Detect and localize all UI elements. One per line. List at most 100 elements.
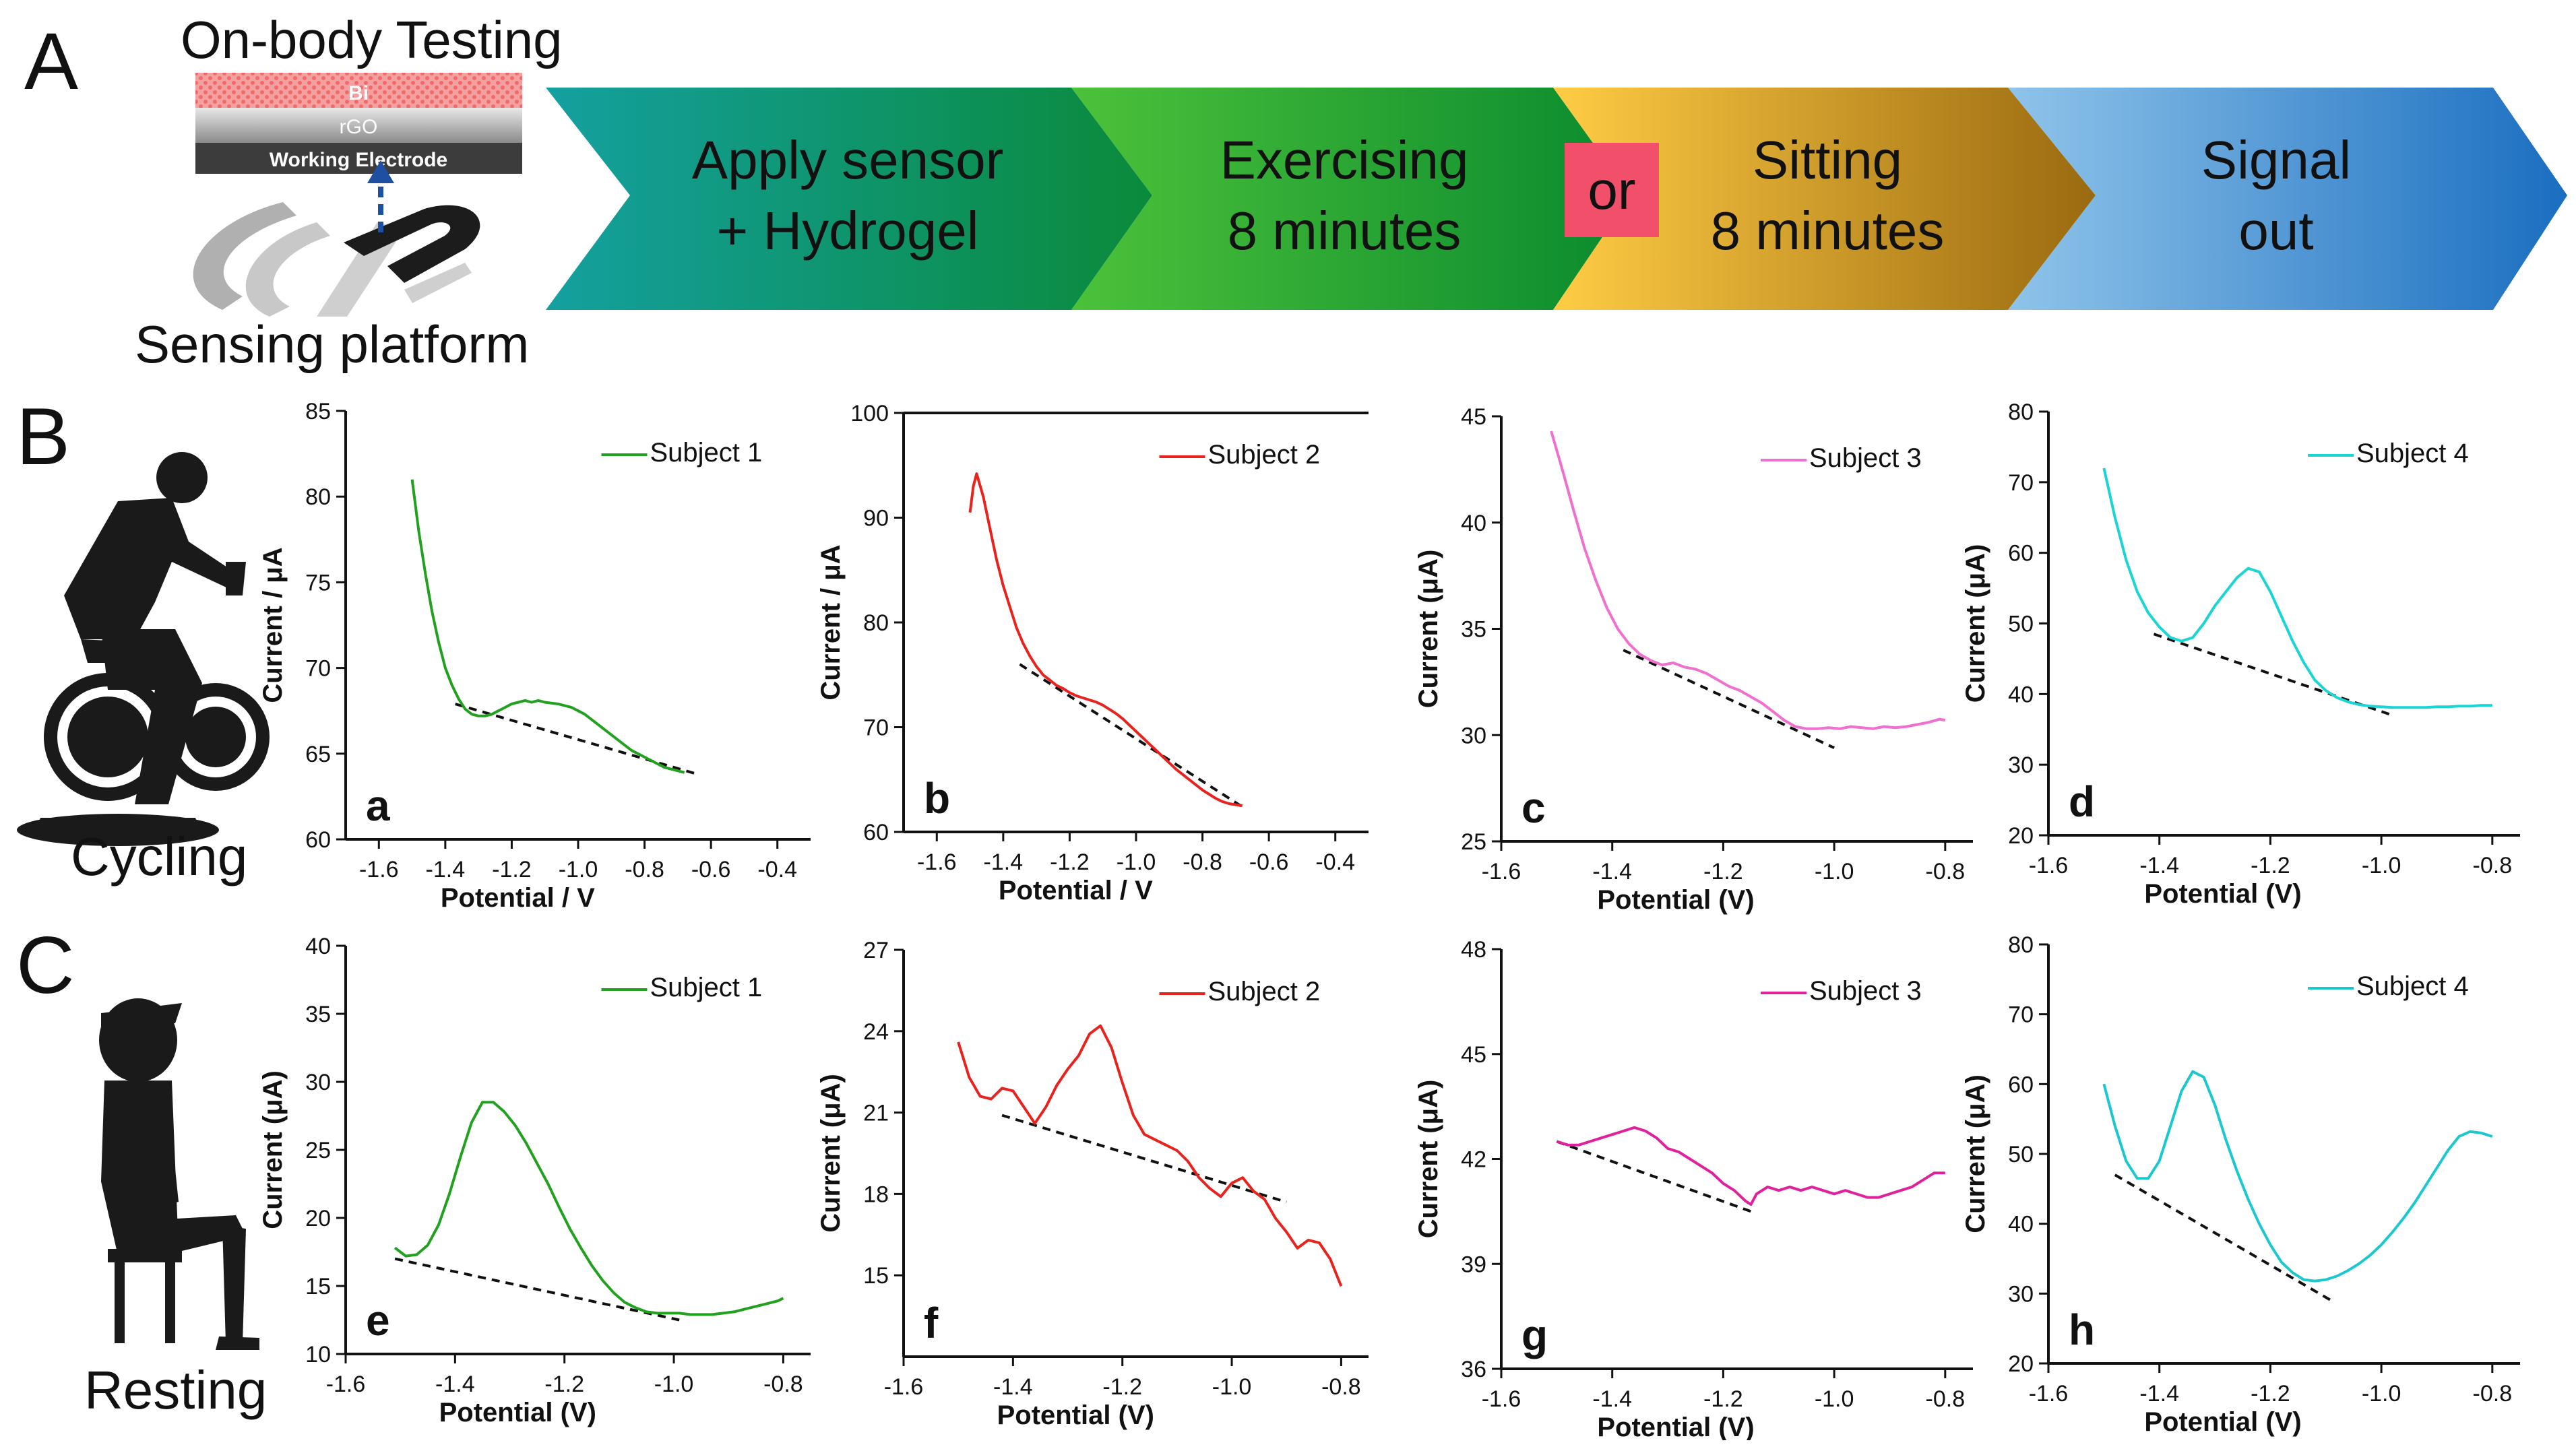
chart-c: 25 30 35 40 45 -1.6 -1.4 -1.2 -1.0 -0.8 Potential … [1414, 404, 1973, 915]
panel-letter-c: C [16, 920, 75, 1010]
x-tick-label: -1.4 [2139, 853, 2179, 878]
subpanel-letter: g [1521, 1311, 1548, 1359]
x-tick-label: -1.2 [1102, 1374, 1142, 1400]
rgo-layer [195, 108, 522, 143]
x-tick-label: -0.8 [1321, 1374, 1361, 1400]
y-tick-label: 50 [2008, 612, 2034, 637]
chart-b: 60 70 80 90 100 -1.6 -1.4 -1.2 -1.0 -0.8 -0.6 -0.4 P… [816, 401, 1369, 905]
x-tick-label: -1.6 [359, 857, 399, 882]
step-apply-arrow [546, 88, 1152, 310]
baseline-line [1019, 663, 1247, 810]
y-tick-label: 40 [2008, 1212, 2034, 1237]
chart-g: 36 39 42 45 48 -1.6 -1.4 -1.2 -1.0 -0.8 Potential … [1414, 937, 1973, 1440]
y-tick-label: 30 [1461, 723, 1486, 748]
sensing-platform-icon [193, 160, 480, 317]
sensing-platform-label: Sensing platform [135, 315, 529, 374]
y-tick-label: 24 [863, 1019, 889, 1045]
legend-label: Subject 4 [2356, 439, 2469, 468]
baseline-line [1001, 1114, 1287, 1204]
x-tick-label: -1.4 [426, 857, 466, 882]
x-tick-label: -1.0 [559, 857, 598, 882]
legend-label: Subject 2 [1208, 440, 1321, 470]
subpanel-letter: e [366, 1296, 390, 1345]
y-tick-label: 70 [863, 715, 889, 741]
y-tick-label: 30 [2008, 752, 2034, 778]
baseline-line [2114, 1173, 2333, 1302]
x-tick-label: -0.6 [1249, 849, 1289, 875]
y-tick-label: 25 [305, 1138, 331, 1163]
y-tick-label: 25 [1461, 829, 1486, 855]
y-tick-label: 20 [305, 1206, 331, 1231]
y-axis-label: Current (μA) [1414, 1080, 1443, 1239]
y-axis-label: Current (μA) [1961, 1074, 1990, 1233]
step-exercise-line1: Exercising [1220, 130, 1468, 190]
x-tick-label: -0.8 [1926, 859, 1966, 884]
y-tick-label: 80 [2008, 399, 2034, 425]
step-apply-line2: + Hydrogel [716, 201, 978, 261]
rgo-layer-label: rGO [340, 116, 378, 138]
legend-label: Subject 4 [2356, 971, 2469, 1001]
x-tick-label: -1.2 [1703, 1386, 1743, 1412]
x-axis-label: Potential / V [441, 883, 595, 913]
y-tick-label: 35 [1461, 617, 1486, 643]
y-tick-label: 60 [2008, 1072, 2034, 1097]
y-tick-label: 80 [2008, 932, 2034, 958]
x-tick-label: -0.8 [1926, 1386, 1966, 1412]
x-tick-label: -0.4 [757, 857, 797, 882]
y-tick-label: 15 [305, 1274, 331, 1299]
subpanel-letter: c [1521, 783, 1546, 832]
y-tick-label: 27 [863, 938, 889, 963]
legend-label: Subject 2 [1208, 977, 1321, 1006]
y-tick-label: 18 [863, 1182, 889, 1207]
y-tick-label: 80 [863, 610, 889, 636]
resting-label: Resting [84, 1360, 267, 1420]
x-tick-label: -0.6 [691, 857, 731, 882]
step-sitting-line2: 8 minutes [1711, 201, 1945, 261]
y-tick-label: 40 [305, 934, 331, 959]
silhouette-column: B C Cycling [16, 391, 270, 1420]
y-tick-label: 70 [2008, 470, 2034, 496]
x-tick-label: -1.6 [884, 1374, 924, 1400]
cycling-label: Cycling [71, 827, 247, 886]
y-tick-label: 90 [863, 506, 889, 531]
y-tick-label: 42 [1461, 1147, 1486, 1173]
x-tick-label: -1.4 [1592, 1386, 1632, 1412]
chart-h: 20 30 40 50 60 70 80 -1.6 -1.4 -1.2 -1.0 -0.8 Potent… [1961, 932, 2520, 1437]
x-axis-label: Potential / V [999, 876, 1153, 905]
subpanel-letter: a [366, 781, 390, 830]
x-tick-label: -1.2 [1050, 849, 1090, 875]
y-tick-label: 50 [2008, 1142, 2034, 1167]
y-tick-label: 100 [850, 401, 889, 426]
x-axis-label: Potential (V) [1597, 1413, 1754, 1440]
subpanel-letter: d [2069, 777, 2095, 826]
step-apply-line1: Apply sensor [692, 130, 1003, 190]
subpanel-letter: b [924, 774, 950, 823]
y-tick-label: 40 [1461, 511, 1486, 536]
y-tick-label: 45 [1461, 404, 1486, 430]
x-tick-label: -1.0 [1815, 1386, 1854, 1412]
y-tick-label: 65 [305, 742, 331, 767]
x-axis-label: Potential (V) [1597, 885, 1754, 915]
y-tick-label: 75 [305, 570, 331, 595]
chart-f: 15 18 21 24 27 -1.6 -1.4 -1.2 -1.0 -0.8 Potential … [816, 938, 1369, 1430]
on-body-testing-title: On-body Testing [181, 10, 563, 69]
x-tick-label: -1.4 [435, 1372, 475, 1397]
data-series-line [410, 479, 685, 774]
step-signal-arrow [2008, 88, 2567, 310]
subpanel-letter: f [924, 1299, 939, 1347]
step-sitting-line1: Sitting [1753, 130, 1902, 190]
data-series-line [2102, 467, 2492, 709]
x-tick-label: -1.4 [2139, 1381, 2179, 1407]
baseline-line [394, 1257, 680, 1322]
chart-a: 60 65 70 75 80 85 -1.6 -1.4 -1.2 -1.0 -0.8 -0.6 -0.4… [258, 399, 811, 913]
data-series-line [1556, 1126, 1945, 1206]
x-tick-label: -1.0 [1815, 859, 1854, 884]
legend-label: Subject 3 [1809, 976, 1922, 1006]
y-tick-label: 30 [305, 1070, 331, 1095]
y-tick-label: 21 [863, 1101, 889, 1126]
x-tick-label: -1.2 [492, 857, 532, 882]
data-series-line [968, 472, 1243, 808]
y-tick-label: 70 [305, 656, 331, 682]
data-series-line [394, 1101, 784, 1316]
